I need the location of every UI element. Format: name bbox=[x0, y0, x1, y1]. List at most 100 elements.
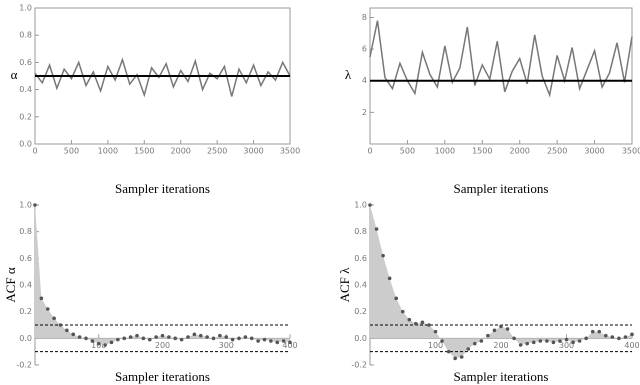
acf-point bbox=[374, 227, 379, 231]
x-tick-label: 3000 bbox=[584, 147, 604, 156]
acf-point bbox=[147, 337, 152, 342]
acf-point bbox=[211, 336, 216, 341]
x-tick-label: 100 bbox=[428, 341, 443, 350]
x-tick-label: 1500 bbox=[472, 147, 492, 156]
acf-point bbox=[479, 339, 484, 343]
acf-point bbox=[141, 336, 146, 341]
x-tick-label: 300 bbox=[219, 341, 234, 350]
acf-point bbox=[610, 335, 615, 339]
y-tick-label: 1.0 bbox=[354, 201, 367, 210]
y-tick-label: 2 bbox=[362, 108, 367, 117]
x-tick-label: 200 bbox=[493, 341, 508, 350]
acf-point bbox=[400, 309, 405, 314]
x-tick-label: 0 bbox=[367, 147, 372, 156]
acf-point bbox=[486, 333, 490, 338]
acf-point bbox=[545, 339, 549, 343]
x-axis-label: Sampler iterations bbox=[454, 181, 549, 196]
acf-point bbox=[84, 336, 88, 341]
y-tick-label: 0.8 bbox=[19, 31, 32, 40]
acf-point bbox=[154, 335, 158, 339]
acf-point bbox=[538, 339, 543, 343]
acf-point bbox=[205, 335, 209, 339]
acf-point bbox=[52, 316, 56, 321]
x-tick-label: 300 bbox=[559, 341, 574, 350]
y-tick-label: 0.0 bbox=[19, 334, 32, 343]
acf-point bbox=[116, 337, 120, 342]
acf-point bbox=[604, 333, 608, 338]
x-axis-label: Sampler iterations bbox=[454, 369, 549, 384]
acf-point bbox=[473, 341, 477, 346]
y-tick-label: 0.2 bbox=[19, 112, 32, 121]
acf-point bbox=[218, 333, 222, 338]
acf-point bbox=[368, 203, 372, 207]
x-tick-label: 1000 bbox=[435, 147, 455, 156]
acf-area bbox=[370, 205, 632, 359]
acf-point bbox=[122, 336, 127, 341]
acf-point bbox=[387, 276, 392, 281]
acf-point bbox=[518, 343, 523, 347]
acf-area bbox=[35, 205, 290, 345]
acf-point bbox=[571, 340, 575, 345]
trace-line bbox=[34, 57, 291, 98]
acf-point bbox=[381, 253, 385, 258]
y-axis-label: λ bbox=[345, 67, 352, 82]
acf-point bbox=[173, 336, 178, 341]
acf-point bbox=[243, 335, 248, 339]
acf-point bbox=[577, 339, 582, 343]
y-tick-label: 0.6 bbox=[19, 254, 32, 263]
x-tick-label: 500 bbox=[64, 147, 79, 156]
acf-point bbox=[446, 349, 451, 354]
acf-point bbox=[288, 340, 292, 345]
acf-point bbox=[394, 296, 399, 301]
y-tick-label: 0.2 bbox=[19, 307, 32, 316]
acf-point bbox=[427, 323, 431, 327]
x-axis-label: Sampler iterations bbox=[115, 369, 210, 384]
x-tick-label: 1500 bbox=[134, 147, 154, 156]
acf-point bbox=[65, 328, 69, 333]
x-tick-label: 3000 bbox=[243, 147, 263, 156]
acf-point bbox=[58, 323, 63, 327]
acf-point bbox=[617, 336, 621, 341]
acf-point bbox=[269, 339, 273, 343]
acf-point bbox=[186, 335, 190, 339]
y-tick-label: 6 bbox=[362, 45, 367, 54]
acf-point bbox=[459, 355, 464, 359]
acf-point bbox=[584, 336, 588, 341]
acf-point bbox=[281, 339, 286, 343]
acf-point bbox=[77, 335, 82, 339]
acf-point bbox=[198, 333, 203, 338]
y-axis-label: ACF α bbox=[3, 267, 18, 303]
acf-point bbox=[505, 327, 510, 331]
acf-point bbox=[103, 343, 107, 347]
frame bbox=[369, 7, 633, 145]
y-tick-label: 0.8 bbox=[19, 227, 32, 236]
acf-point bbox=[160, 333, 165, 338]
acf-point bbox=[420, 320, 425, 325]
y-tick-label: 0.8 bbox=[354, 227, 367, 236]
x-tick-label: 3500 bbox=[622, 147, 640, 156]
acf-point bbox=[590, 329, 595, 334]
x-tick-label: 3500 bbox=[280, 147, 300, 156]
acf-point bbox=[440, 339, 444, 343]
acf-point bbox=[256, 339, 260, 343]
y-axis-label: ACF λ bbox=[337, 267, 352, 303]
acf-point bbox=[109, 340, 114, 345]
y-tick-label: -0.2 bbox=[351, 361, 367, 370]
acf-point bbox=[45, 307, 50, 311]
x-tick-label: 400 bbox=[282, 341, 297, 350]
acf-point bbox=[128, 335, 133, 339]
y-tick-label: 0.6 bbox=[19, 58, 32, 67]
y-tick-label: 0.4 bbox=[19, 85, 32, 94]
acf-point bbox=[230, 337, 235, 342]
acf-point bbox=[551, 340, 556, 345]
acf-point bbox=[262, 337, 267, 342]
acf-point bbox=[597, 329, 602, 334]
acf-point bbox=[167, 335, 171, 339]
acf-point bbox=[531, 340, 536, 345]
y-tick-label: 8 bbox=[362, 13, 367, 22]
x-tick-label: 0 bbox=[32, 147, 37, 156]
acf-point bbox=[564, 337, 569, 342]
x-tick-label: 400 bbox=[624, 341, 639, 350]
x-tick-label: 2000 bbox=[171, 147, 191, 156]
